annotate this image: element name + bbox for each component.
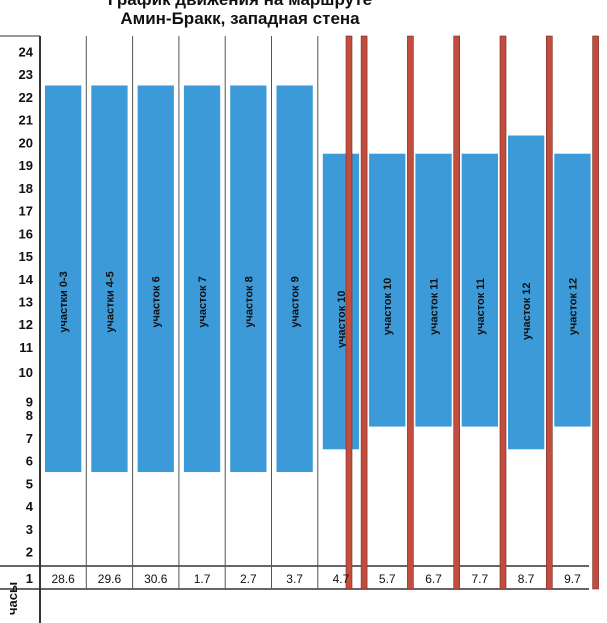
bar <box>137 85 174 473</box>
x-tick-label: 29.6 <box>98 572 122 586</box>
y-tick-label: 3 <box>26 522 33 537</box>
day-divider <box>345 35 353 590</box>
y-tick-label: 13 <box>19 295 33 310</box>
x-tick-label: 6.7 <box>425 572 442 586</box>
bar <box>415 153 452 427</box>
bar <box>369 153 406 427</box>
day-divider <box>499 35 507 590</box>
y-tick-label: 2 <box>26 545 33 560</box>
bar-label: участок 11 <box>429 278 441 335</box>
y-tick-label: 17 <box>19 204 33 219</box>
x-tick-label: 3.7 <box>286 572 303 586</box>
y-tick-label: 20 <box>19 135 33 150</box>
bar <box>276 85 313 473</box>
bar-label: участок 10 <box>382 278 394 336</box>
day-divider <box>360 35 368 590</box>
bar-label: участок 7 <box>197 276 209 327</box>
y-tick-label: 12 <box>19 317 33 332</box>
bar <box>183 85 221 473</box>
bar-label: участок 12 <box>521 282 533 340</box>
bar <box>322 153 360 450</box>
bar-label: участок 9 <box>290 276 302 327</box>
y-axis-label: часы <box>5 582 20 615</box>
bar <box>230 85 267 473</box>
y-tick-label: 6 <box>26 454 33 469</box>
y-tick-label: 23 <box>19 67 33 82</box>
bar <box>508 135 545 450</box>
y-tick-label: 4 <box>26 499 34 514</box>
x-tick-label: 4.7 <box>333 572 350 586</box>
bar-label: участок 8 <box>243 276 255 327</box>
day-divider <box>592 35 599 590</box>
bar-label: участок 10 <box>336 290 348 348</box>
y-tick-label: 24 <box>19 44 34 59</box>
x-tick-label: 9.7 <box>564 572 581 586</box>
bar <box>461 153 498 427</box>
chart-subtitle: Амин-Бракк, западная стена <box>120 9 360 28</box>
y-tick-label: 14 <box>19 272 34 287</box>
bar-label: участок 6 <box>151 276 163 327</box>
y-tick-label: 18 <box>19 181 33 196</box>
x-tick-label: 7.7 <box>472 572 489 586</box>
bar <box>91 85 128 473</box>
x-axis: 28.6 29.6 30.6 1.7 2.7 3.7 4.7 5.7 6.7 7.7 8.7 9.7 <box>51 572 581 586</box>
x-tick-label: 28.6 <box>51 572 75 586</box>
bar-label: участки 0-3 <box>58 271 70 332</box>
y-tick-label: 22 <box>19 90 33 105</box>
bars: участки 0-3 участки 4-5 участок 6 участок 7… <box>45 85 591 473</box>
y-tick-label: 19 <box>19 158 33 173</box>
y-tick-label: 21 <box>19 113 33 128</box>
y-tick-label: 1 <box>26 571 33 586</box>
bar <box>45 85 82 473</box>
x-tick-label: 5.7 <box>379 572 396 586</box>
day-dividers <box>345 35 599 590</box>
y-tick-label: 8 <box>26 408 33 423</box>
x-tick-label: 30.6 <box>144 572 168 586</box>
x-tick-label: 1.7 <box>194 572 211 586</box>
y-tick-label: 7 <box>26 431 33 446</box>
y-tick-label: 10 <box>19 365 33 380</box>
y-tick-label: 16 <box>19 226 33 241</box>
bar-label: участок 12 <box>567 278 579 336</box>
day-divider <box>453 35 461 590</box>
bar-label: участок 11 <box>475 278 487 335</box>
y-tick-label: 9 <box>26 395 33 410</box>
day-divider <box>407 35 414 590</box>
y-tick-label: 15 <box>19 249 33 264</box>
y-tick-label: 5 <box>26 476 33 491</box>
y-tick-label: 11 <box>19 340 33 355</box>
bar-label: участки 4-5 <box>104 271 116 332</box>
x-tick-label: 2.7 <box>240 572 257 586</box>
day-divider <box>545 35 553 590</box>
chart-title: График движения на маршруте <box>0 0 480 9</box>
bar <box>554 153 591 427</box>
x-tick-label: 8.7 <box>518 572 535 586</box>
